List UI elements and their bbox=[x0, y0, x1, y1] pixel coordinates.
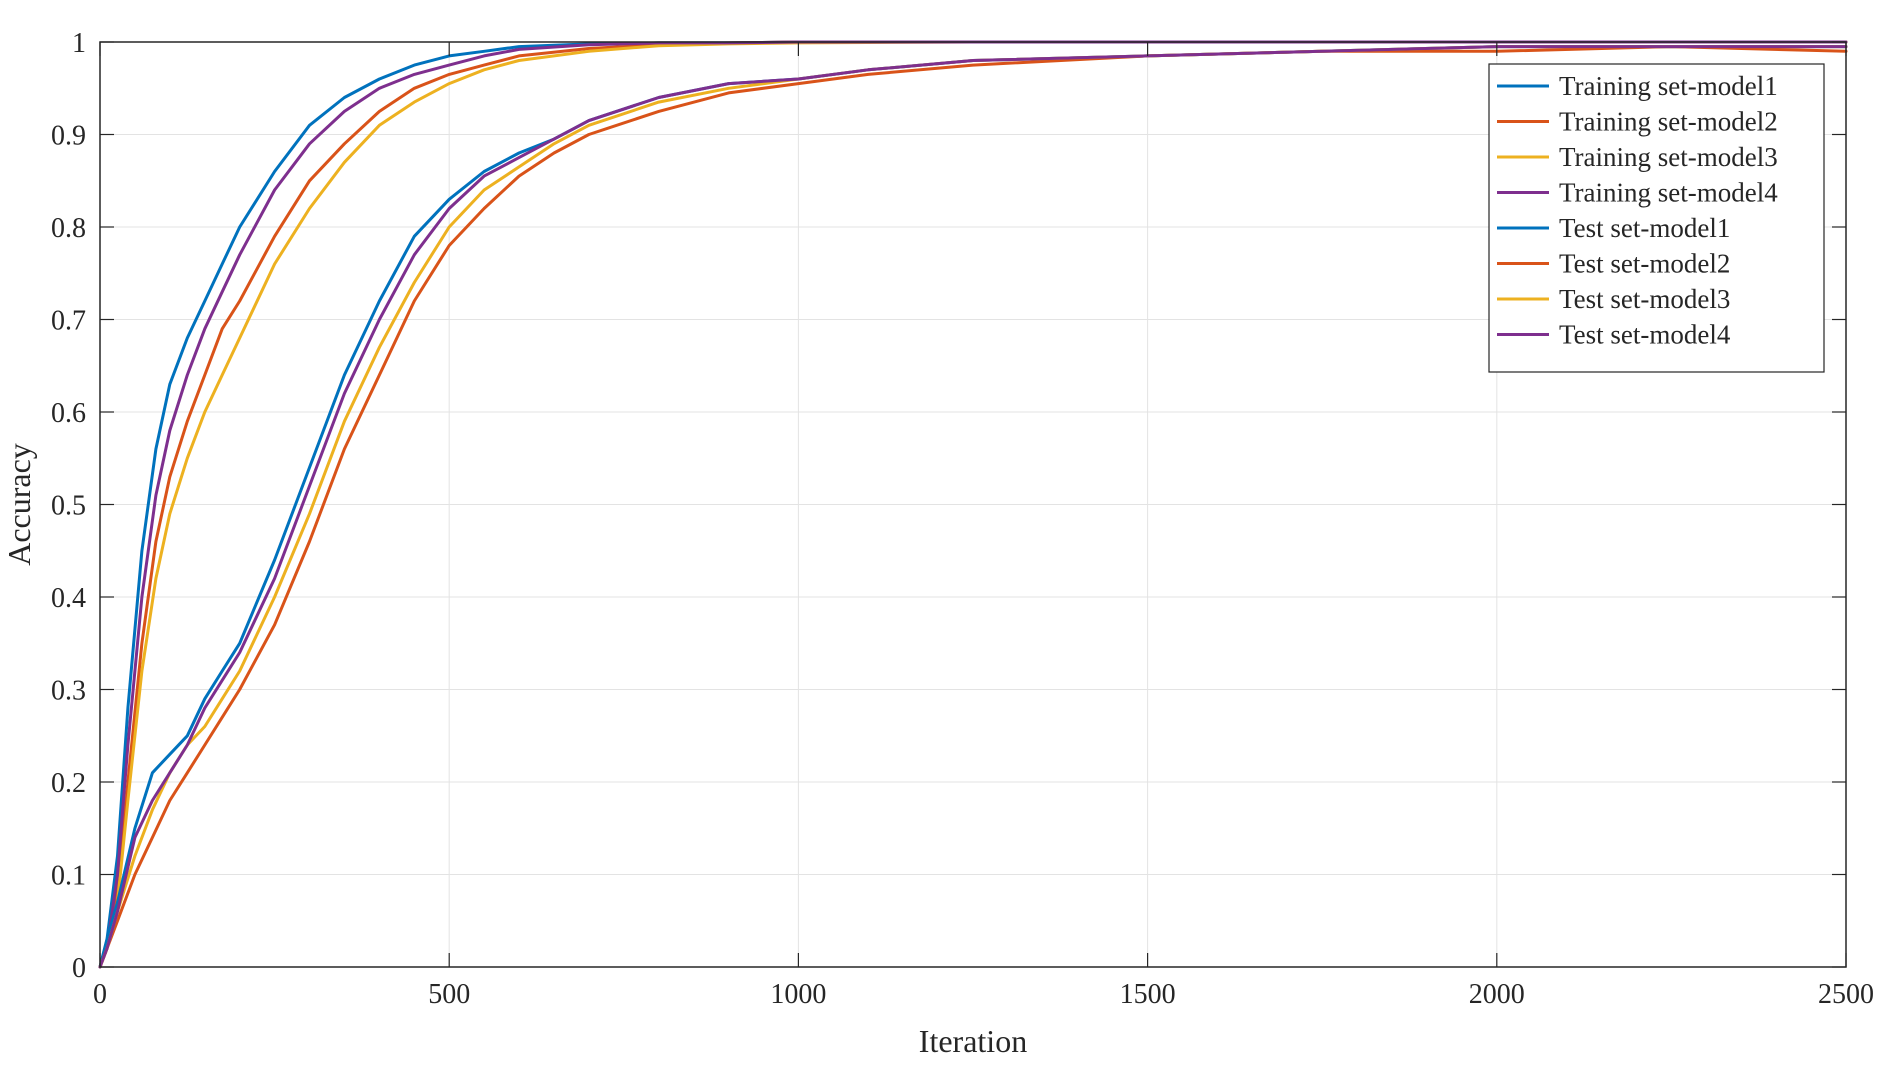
y-tick-label: 0.1 bbox=[51, 861, 86, 892]
x-tick-labels: 0 500 1000 1500 2000 2500 bbox=[93, 979, 1874, 1010]
x-tick-label: 2500 bbox=[1818, 979, 1874, 1010]
legend-item: Training set-model1 bbox=[1497, 71, 1778, 101]
legend-label: Training set-model3 bbox=[1559, 142, 1778, 172]
y-tick-label: 0.6 bbox=[51, 398, 86, 429]
y-tick-label: 0.5 bbox=[51, 491, 86, 522]
legend-box bbox=[1488, 63, 1825, 373]
y-tick-label: 0 bbox=[72, 953, 86, 984]
legend: Training set-model1 Training set-model2 Tr… bbox=[1488, 63, 1825, 373]
axis-ticks bbox=[99, 41, 1847, 968]
series-lines bbox=[98, 40, 1848, 969]
x-tick-label: 1500 bbox=[1120, 979, 1176, 1010]
legend-label: Training set-model1 bbox=[1559, 71, 1778, 101]
y-tick-label: 0.9 bbox=[51, 121, 86, 152]
legend-item: Training set-model3 bbox=[1497, 142, 1778, 172]
series-line-8 bbox=[98, 45, 1848, 969]
x-tick-label: 1000 bbox=[770, 979, 826, 1010]
legend-label: Training set-model2 bbox=[1559, 107, 1778, 137]
legend-label: Test set-model2 bbox=[1559, 249, 1730, 279]
x-axis-title: Iteration bbox=[919, 1023, 1027, 1059]
y-tick-label: 0.7 bbox=[51, 306, 86, 337]
y-tick-label: 0.8 bbox=[51, 213, 86, 244]
series-line-6 bbox=[98, 45, 1848, 969]
y-tick-label: 1 bbox=[72, 28, 86, 59]
y-tick-labels: 0 0.1 0.2 0.3 0.4 0.5 0.6 0.7 0.8 0.9 1 bbox=[51, 28, 86, 984]
legend-label: Test set-model4 bbox=[1559, 320, 1731, 350]
y-tick-label: 0.3 bbox=[51, 676, 86, 707]
legend-label: Training set-model4 bbox=[1559, 178, 1778, 208]
legend-item: Training set-model4 bbox=[1497, 178, 1778, 208]
y-tick-label: 0.2 bbox=[51, 768, 86, 799]
legend-label: Test set-model1 bbox=[1559, 213, 1730, 243]
legend-item: Test set-model4 bbox=[1497, 320, 1731, 350]
x-tick-label: 500 bbox=[428, 979, 470, 1010]
legend-items: Training set-model1 Training set-model2 Tr… bbox=[1497, 71, 1778, 350]
legend-item: Test set-model1 bbox=[1497, 213, 1730, 243]
x-tick-label: 0 bbox=[93, 979, 107, 1010]
legend-item: Test set-model3 bbox=[1497, 284, 1730, 314]
legend-label: Test set-model3 bbox=[1559, 284, 1730, 314]
legend-item: Training set-model2 bbox=[1497, 107, 1778, 137]
y-tick-label: 0.4 bbox=[51, 583, 86, 614]
x-tick-label: 2000 bbox=[1469, 979, 1525, 1010]
y-axis-title: Accuracy bbox=[1, 443, 37, 566]
legend-item: Test set-model2 bbox=[1497, 249, 1730, 279]
